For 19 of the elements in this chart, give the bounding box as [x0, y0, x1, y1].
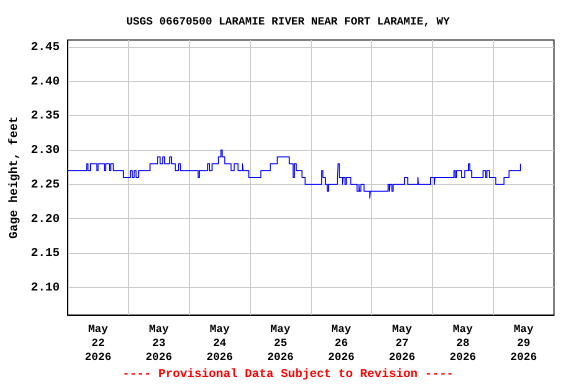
y-axis-title: Gage height, feet [7, 116, 21, 239]
y-tick-label: 2.45 [30, 40, 60, 54]
y-tick-label: 2.15 [30, 246, 60, 260]
chart-title: USGS 06670500 LARAMIE RIVER NEAR FORT LARAMIE, WY [126, 16, 450, 28]
x-tick-label: May 28 2026 [450, 324, 476, 364]
x-tick-label: May 22 2026 [84, 324, 112, 364]
x-tick-label: May 26 2026 [328, 324, 354, 364]
y-tick-label: 2.25 [30, 177, 60, 192]
text: ---- Provisional Data Subject to Revision ---- [122, 367, 454, 381]
y-tick-label: 2.35 [30, 108, 60, 123]
y-tick-label: 2.40 [30, 74, 60, 88]
x-tick-label: May 25 2026 [267, 324, 294, 364]
x-tick-label: May 29 2026 [510, 324, 537, 364]
y-tick-label: 2.20 [30, 212, 60, 226]
x-tick-label: May 27 2026 [388, 324, 416, 364]
x-tick-label: May 24 2026 [206, 324, 233, 364]
y-tick-label: 2.30 [30, 143, 60, 157]
x-tick-label: May 23 2026 [146, 324, 172, 364]
y-tick-label: 2.10 [30, 280, 60, 294]
